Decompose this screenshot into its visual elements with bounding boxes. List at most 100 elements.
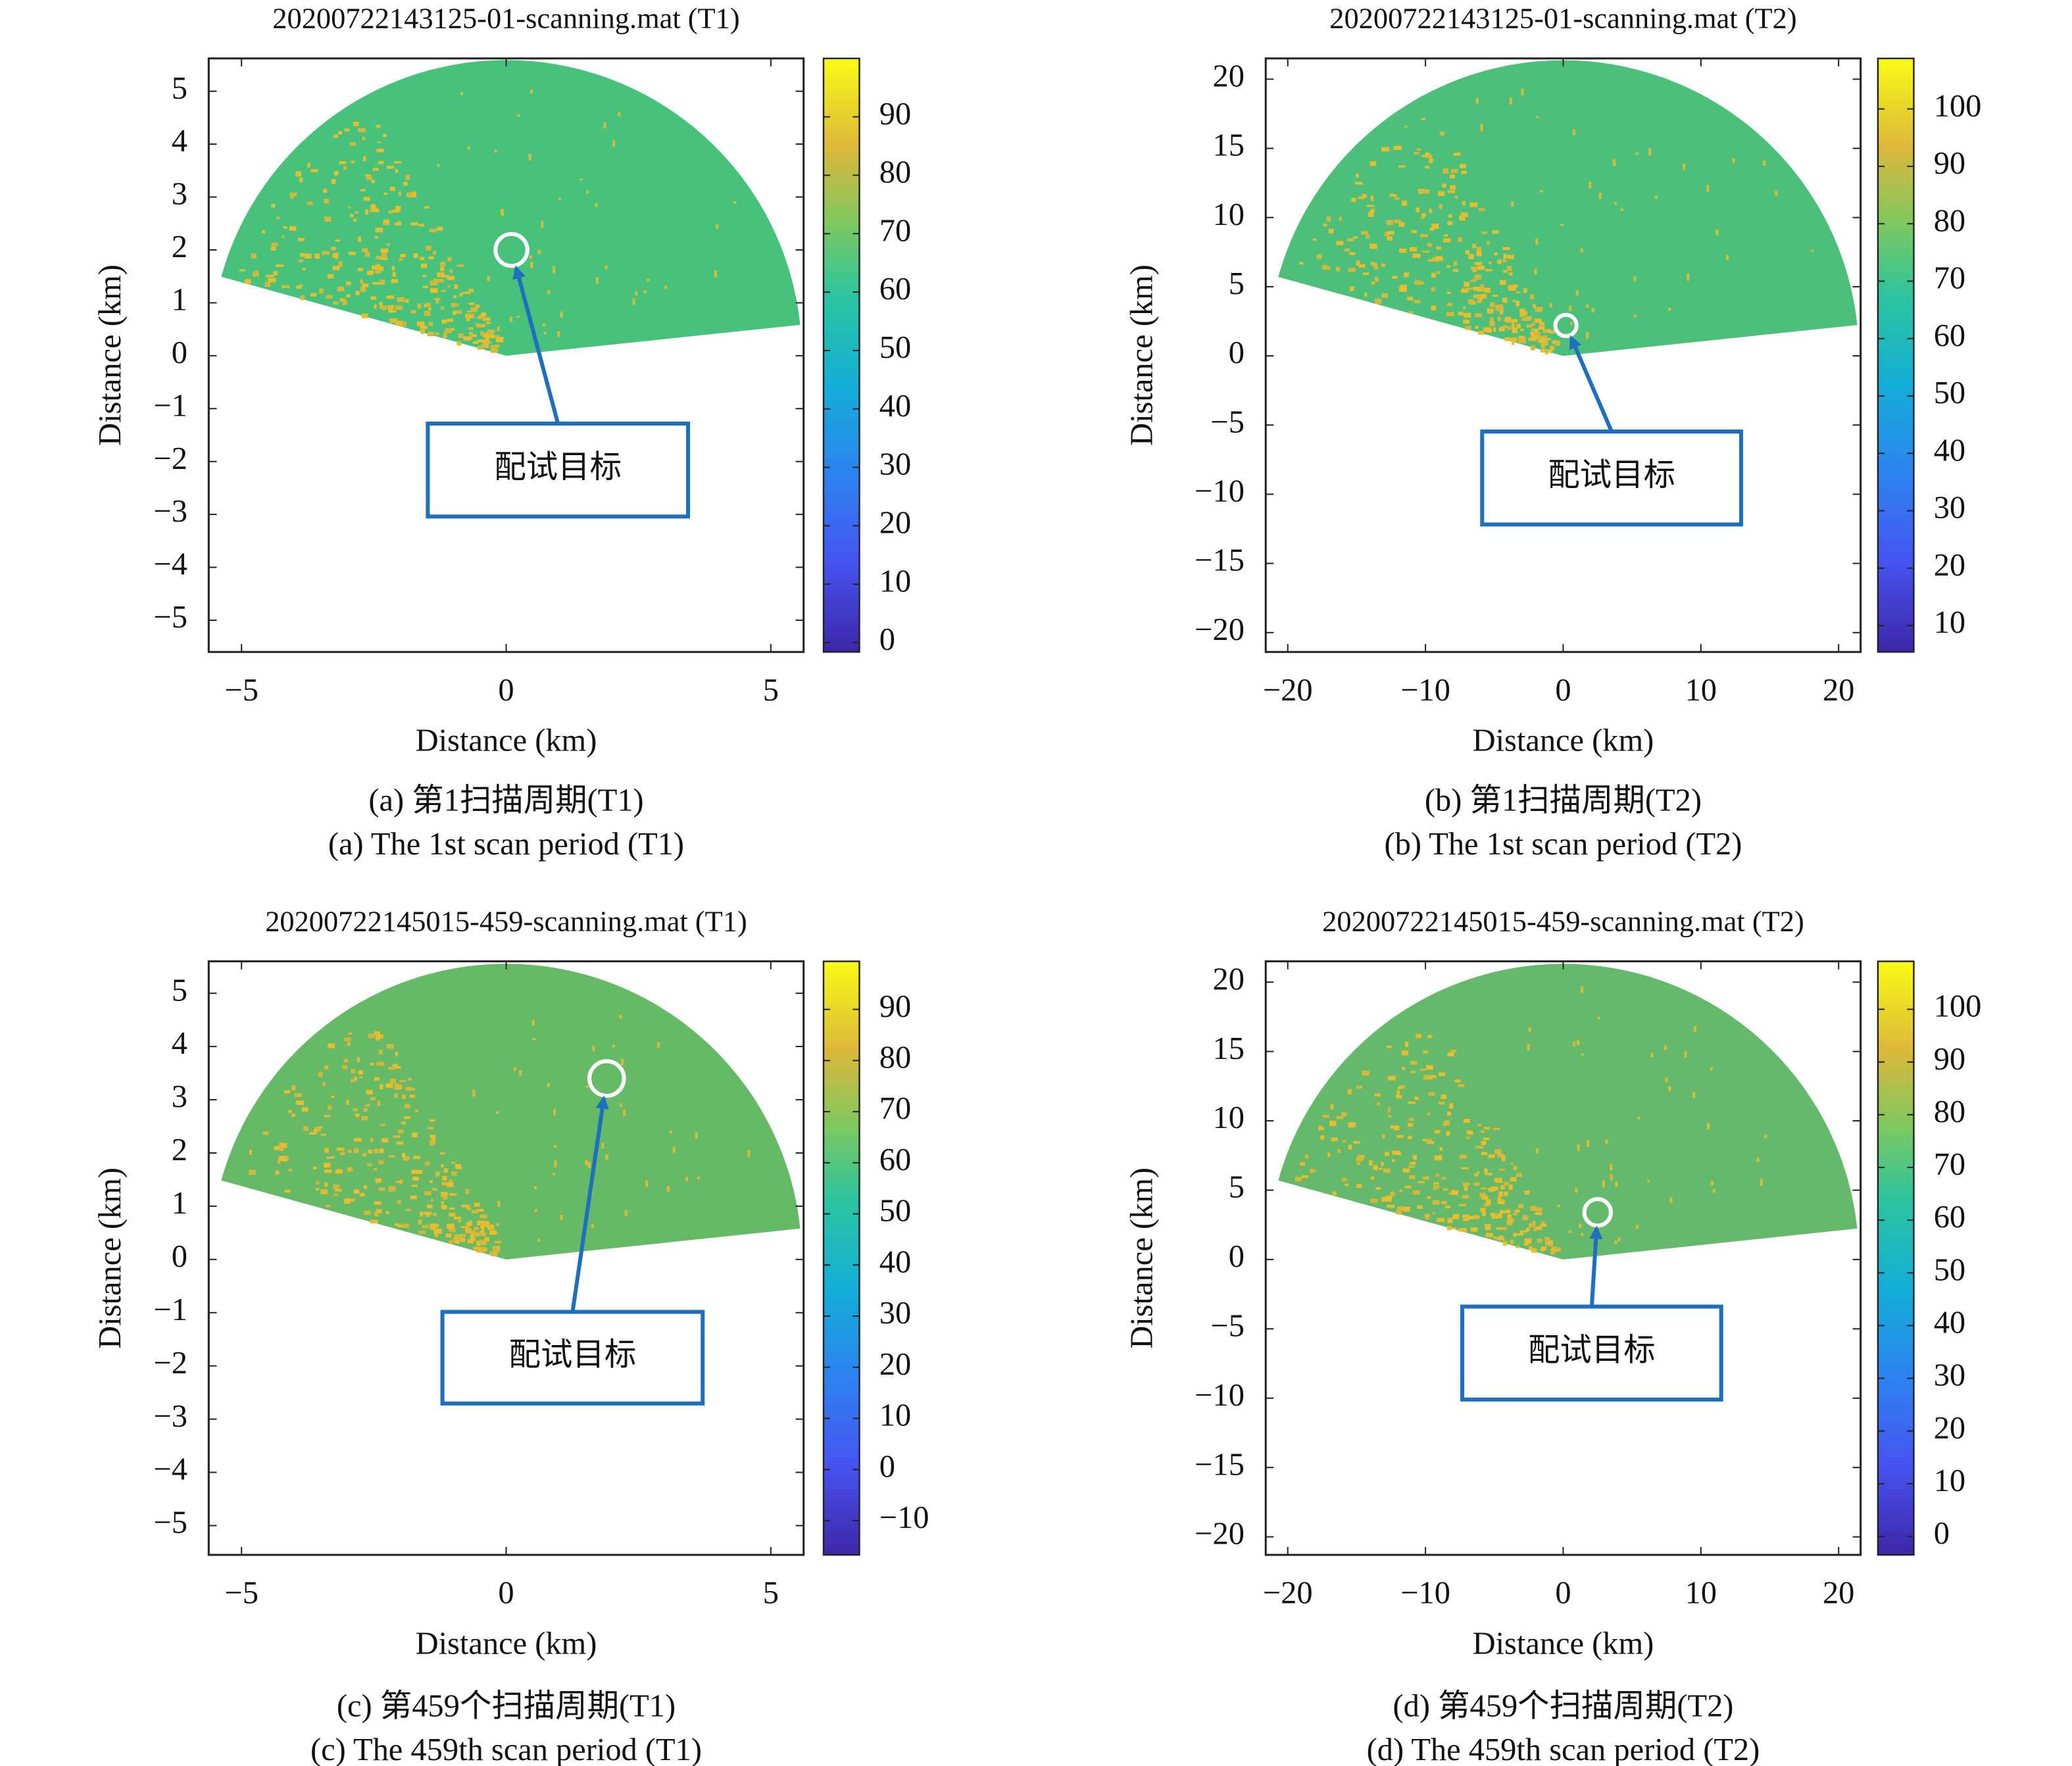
clutter: [530, 89, 533, 94]
clutter: [1492, 294, 1498, 297]
y-tick-label: 1: [172, 283, 187, 318]
clutter: [361, 313, 368, 318]
clutter: [428, 1127, 434, 1130]
clutter: [442, 1175, 447, 1181]
caption-en: (c) The 459th scan period (T1): [310, 1732, 702, 1766]
clutter: [1337, 1148, 1341, 1153]
clutter: [1382, 1134, 1385, 1139]
clutter: [1424, 1139, 1432, 1142]
caption-cn: (a) 第1扫描周期(T1): [368, 783, 643, 818]
clutter: [1575, 1187, 1578, 1193]
clutter: [1351, 197, 1356, 203]
clutter: [632, 298, 635, 305]
clutter: [466, 310, 473, 313]
clutter: [397, 297, 405, 302]
clutter: [1394, 220, 1402, 224]
clutter: [1439, 131, 1445, 136]
clutter: [1508, 1184, 1513, 1190]
clutter: [353, 1148, 359, 1153]
clutter: [1366, 205, 1375, 207]
clutter: [1496, 308, 1504, 312]
clutter: [1535, 1207, 1542, 1212]
clutter: [441, 1181, 447, 1185]
clutter: [1466, 1136, 1470, 1139]
clutter: [300, 295, 305, 301]
clutter: [1369, 161, 1376, 166]
clutter: [389, 1078, 396, 1085]
clutter: [1519, 313, 1525, 318]
y-tick-label: 3: [172, 177, 187, 212]
clutter: [489, 1251, 496, 1256]
colorbar-tick-label: 80: [879, 155, 911, 190]
clutter: [444, 274, 450, 278]
clutter: [1517, 338, 1526, 344]
colorbar-tick-label: 20: [879, 506, 911, 541]
clutter: [251, 253, 257, 258]
clutter: [291, 1085, 296, 1091]
clutter: [605, 1154, 608, 1160]
clutter: [1468, 1131, 1473, 1135]
clutter: [351, 160, 355, 164]
clutter: [344, 128, 350, 132]
clutter: [1352, 1141, 1360, 1144]
y-tick-label: 15: [1213, 128, 1245, 163]
clutter: [1586, 1140, 1589, 1147]
clutter: [1763, 160, 1766, 166]
clutter: [1447, 221, 1453, 226]
clutter: [1710, 1067, 1713, 1071]
annotation-text: 配试目标: [494, 450, 622, 485]
clutter: [1385, 1196, 1392, 1202]
clutter: [333, 134, 339, 138]
clutter: [375, 269, 381, 274]
clutter: [278, 1159, 281, 1164]
clutter: [447, 276, 455, 280]
clutter: [307, 201, 313, 205]
clutter: [1318, 1127, 1324, 1131]
y-tick-label: −20: [1195, 1517, 1245, 1552]
clutter: [1633, 276, 1637, 282]
clutter: [354, 1077, 358, 1081]
colorbar-tick-label: 50: [879, 330, 911, 365]
clutter: [1497, 259, 1502, 264]
clutter: [1519, 1230, 1527, 1233]
clutter: [1503, 253, 1507, 259]
clutter: [1712, 1189, 1715, 1193]
clutter: [1523, 288, 1527, 293]
x-tick-label: −5: [224, 1576, 259, 1611]
clutter: [434, 297, 441, 301]
clutter: [394, 1093, 398, 1098]
clutter: [1524, 1238, 1532, 1244]
clutter: [1488, 1154, 1495, 1158]
clutter: [1500, 310, 1503, 315]
clutter: [455, 1240, 460, 1244]
clutter: [1410, 1060, 1418, 1065]
clutter: [1447, 1052, 1454, 1057]
clutter: [1519, 328, 1524, 331]
colorbar-tick-label: 30: [879, 1296, 911, 1331]
colorbar-tick-label: 20: [879, 1347, 911, 1382]
clutter: [1485, 1173, 1492, 1175]
clutter: [360, 189, 366, 191]
clutter: [385, 1083, 393, 1089]
y-axis-label: Distance (km): [1125, 264, 1160, 446]
clutter: [1336, 241, 1344, 245]
clutter: [468, 289, 474, 293]
clutter: [433, 278, 437, 282]
clutter: [1516, 324, 1521, 329]
clutter: [537, 1239, 541, 1242]
clutter: [405, 1208, 412, 1212]
clutter: [1502, 247, 1510, 251]
clutter: [283, 226, 287, 229]
clutter: [1384, 1152, 1390, 1156]
clutter: [534, 1209, 537, 1212]
clutter: [364, 252, 370, 257]
clutter: [1478, 330, 1484, 335]
clutter: [1542, 329, 1548, 333]
clutter: [1519, 1231, 1523, 1236]
clutter: [476, 316, 485, 320]
clutter: [1409, 247, 1418, 252]
clutter: [422, 1225, 430, 1229]
clutter: [1343, 1140, 1346, 1142]
clutter: [376, 256, 382, 260]
clutter: [1429, 158, 1433, 162]
